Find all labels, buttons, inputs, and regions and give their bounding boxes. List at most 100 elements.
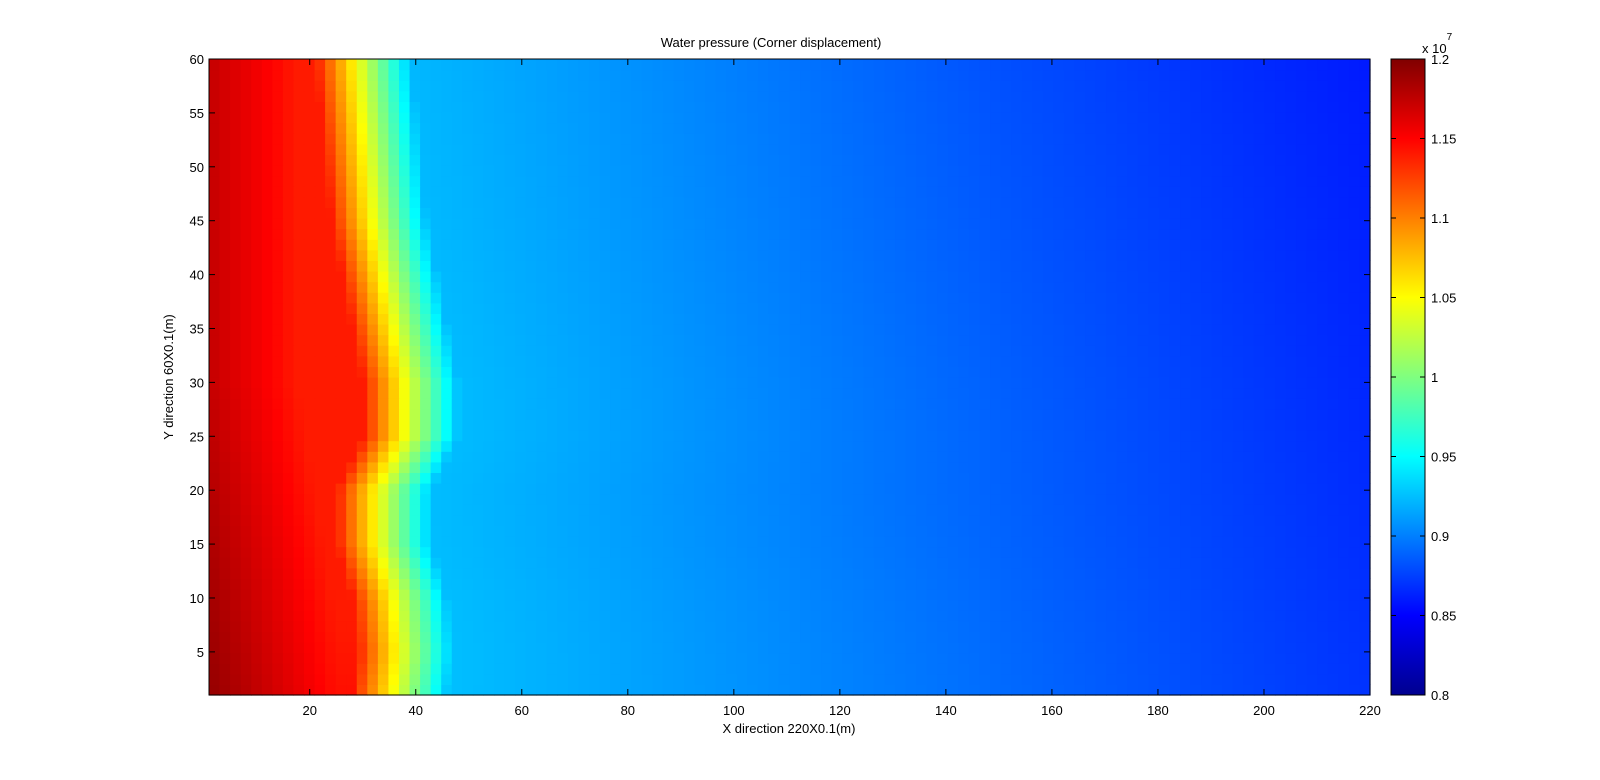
heatmap-cell [895, 514, 907, 526]
heatmap-cell [1021, 493, 1033, 505]
heatmap-cell [1264, 493, 1276, 505]
heatmap-cell [821, 408, 833, 420]
heatmap-cell [567, 302, 579, 314]
heatmap-cell [673, 313, 685, 325]
heatmap-cell [367, 271, 379, 283]
heatmap-plot: 20 40 60 80 100 120 140 160 180 200 220 5101520253… [190, 52, 1381, 718]
heatmap-cell [778, 578, 791, 590]
heatmap-cell [916, 377, 928, 389]
heatmap-cell [409, 472, 421, 484]
heatmap-cell [757, 483, 769, 495]
heatmap-cell [420, 271, 432, 283]
heatmap-cell [230, 578, 242, 590]
heatmap-cell [958, 536, 970, 548]
heatmap-cell [1348, 557, 1361, 569]
heatmap-cell [536, 398, 548, 410]
heatmap-cell [420, 663, 432, 675]
heatmap-cell [1032, 631, 1044, 643]
heatmap-cell [947, 218, 959, 230]
heatmap-cell [631, 472, 643, 484]
heatmap-cell [1106, 536, 1118, 548]
heatmap-cell [599, 578, 611, 590]
heatmap-cell [272, 249, 284, 261]
heatmap-cell [1137, 599, 1149, 611]
heatmap-cell [662, 493, 674, 505]
heatmap-cell [1011, 578, 1023, 590]
heatmap-cell [1211, 631, 1223, 643]
heatmap-cell [873, 430, 886, 442]
heatmap-cell [884, 387, 896, 399]
heatmap-cell [1338, 292, 1350, 304]
heatmap-cell [1116, 302, 1128, 314]
heatmap-cell [673, 589, 685, 601]
heatmap-cell [1285, 684, 1297, 696]
heatmap-cell [610, 599, 622, 611]
heatmap-cell [240, 546, 252, 558]
heatmap-cell [462, 430, 474, 442]
heatmap-cell [926, 387, 938, 399]
heatmap-cell [947, 557, 959, 569]
heatmap-cell [251, 228, 263, 240]
heatmap-cell [1137, 536, 1149, 548]
heatmap-cell [895, 271, 907, 283]
heatmap-cell [662, 281, 674, 293]
heatmap-cell [1074, 302, 1086, 314]
heatmap-cell [240, 292, 252, 304]
heatmap-cell [1063, 493, 1076, 505]
heatmap-cell [356, 589, 368, 601]
heatmap-cell [873, 334, 886, 346]
heatmap-cell [1306, 334, 1318, 346]
heatmap-cell [1222, 652, 1234, 664]
heatmap-cell [240, 271, 252, 283]
heatmap-cell [1348, 483, 1361, 495]
heatmap-cell [937, 504, 949, 516]
heatmap-cell [546, 281, 558, 293]
heatmap-cell [789, 302, 801, 314]
heatmap-cell [1232, 334, 1244, 346]
heatmap-cell [1306, 599, 1318, 611]
heatmap-cell [937, 620, 949, 632]
heatmap-cell [1011, 684, 1023, 696]
heatmap-cell [1338, 461, 1350, 473]
heatmap-cell [1148, 387, 1160, 399]
heatmap-cell [852, 514, 864, 526]
heatmap-cell [937, 578, 949, 590]
heatmap-cell [588, 292, 601, 304]
heatmap-cell [947, 366, 959, 378]
heatmap-cell [346, 652, 358, 664]
heatmap-cell [1190, 546, 1202, 558]
heatmap-cell [652, 281, 664, 293]
heatmap-cell [293, 451, 305, 463]
heatmap-cell [599, 228, 611, 240]
heatmap-cell [219, 567, 231, 579]
heatmap-cell [230, 430, 242, 442]
heatmap-cell [968, 525, 981, 537]
heatmap-cell [979, 398, 991, 410]
heatmap-cell [398, 631, 411, 643]
heatmap-cell [462, 419, 474, 431]
heatmap-cell [641, 218, 653, 230]
heatmap-cell [567, 207, 579, 219]
heatmap-cell [293, 366, 305, 378]
heatmap-cell [1169, 663, 1181, 675]
heatmap-cell [1148, 461, 1160, 473]
heatmap-cell [1348, 313, 1361, 325]
heatmap-cell [420, 398, 432, 410]
heatmap-cell [873, 218, 886, 230]
heatmap-cell [557, 652, 569, 664]
heatmap-cell [1296, 504, 1308, 516]
heatmap-cell [631, 249, 643, 261]
heatmap-cell [219, 260, 231, 272]
heatmap-cell [652, 557, 664, 569]
heatmap-cell [620, 652, 632, 664]
heatmap-cell [282, 334, 295, 346]
heatmap-cell [1137, 461, 1149, 473]
heatmap-cell [683, 525, 696, 537]
heatmap-cell [757, 546, 769, 558]
heatmap-cell [1000, 408, 1012, 420]
heatmap-cell [251, 546, 263, 558]
heatmap-cell [536, 239, 548, 251]
heatmap-cell [926, 461, 938, 473]
heatmap-cell [736, 461, 748, 473]
heatmap-cell [493, 504, 506, 516]
